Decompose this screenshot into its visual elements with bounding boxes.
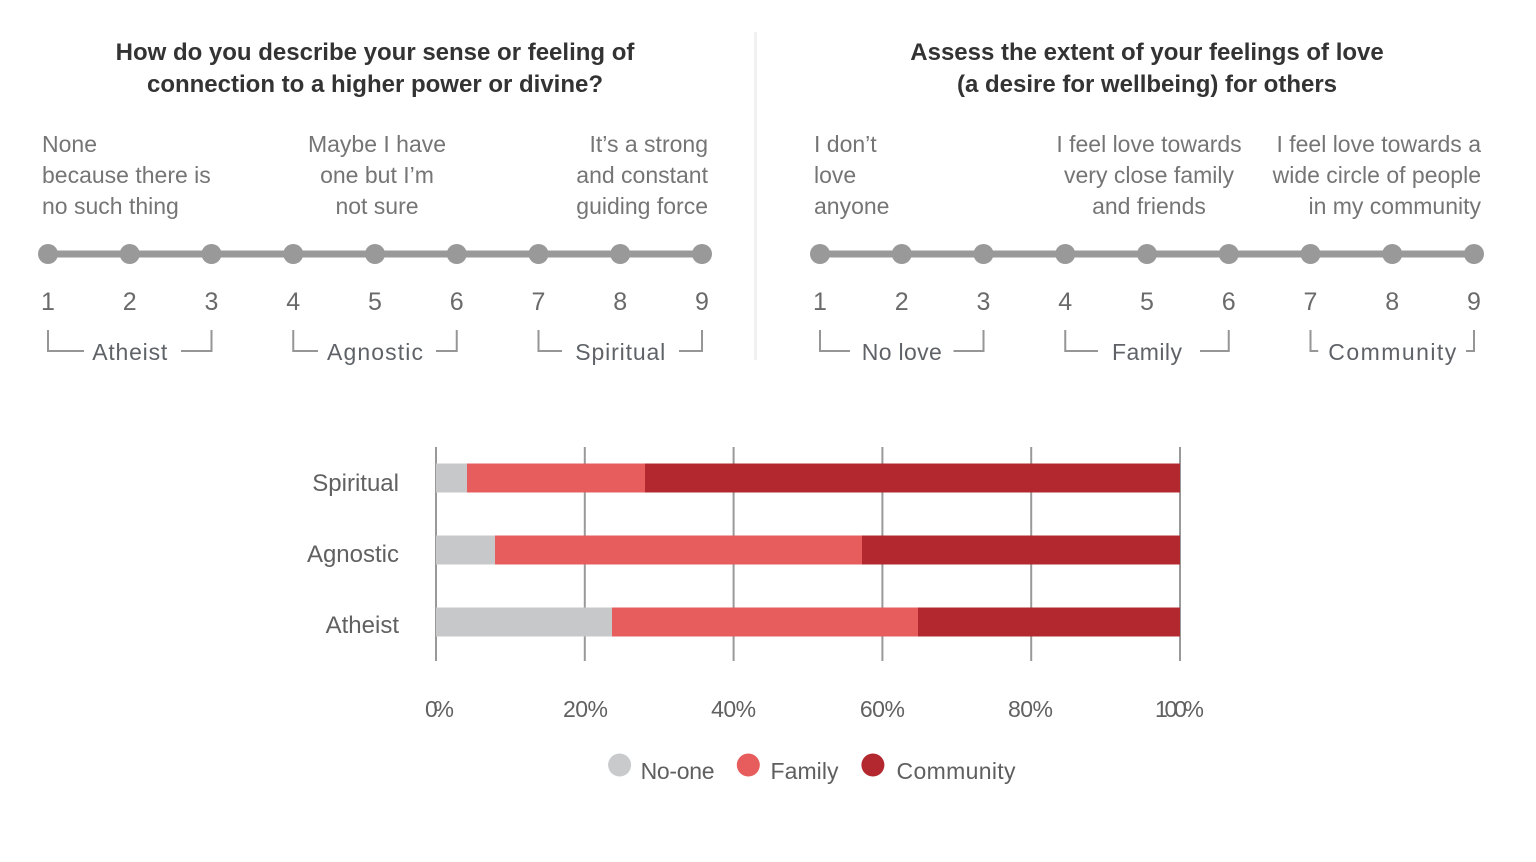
svg-text:not sure: not sure <box>335 193 418 219</box>
svg-text:I feel love towards: I feel love towards <box>1056 131 1241 157</box>
svg-text:wide circle of people: wide circle of people <box>1272 162 1481 188</box>
svg-text:2: 2 <box>895 288 909 316</box>
svg-text:one but I’m: one but I’m <box>320 162 434 188</box>
svg-text:It’s a strong: It’s a strong <box>590 131 708 157</box>
svg-text:I don’t: I don’t <box>814 131 877 157</box>
svg-text:Atheist: Atheist <box>92 339 168 365</box>
svg-text:5: 5 <box>368 288 382 316</box>
svg-text:and constant: and constant <box>576 162 708 188</box>
svg-text:Family: Family <box>771 758 840 784</box>
svg-text:no such thing: no such thing <box>42 193 179 219</box>
svg-text:2: 2 <box>123 288 137 316</box>
svg-text:3: 3 <box>977 288 991 316</box>
svg-text:Maybe I have: Maybe I have <box>308 131 446 157</box>
svg-text:guiding force: guiding force <box>576 193 708 219</box>
svg-text:5: 5 <box>1140 288 1154 316</box>
svg-text:Community: Community <box>897 758 1017 784</box>
svg-text:None: None <box>42 131 97 157</box>
svg-text:1: 1 <box>41 288 55 316</box>
svg-text:Assess the extent of your feel: Assess the extent of your feelings of lo… <box>910 39 1383 66</box>
svg-text:3: 3 <box>205 288 219 316</box>
svg-text:9: 9 <box>1467 288 1481 316</box>
svg-text:No-one: No-one <box>641 758 715 784</box>
svg-text:4: 4 <box>1058 288 1072 316</box>
svg-text:8: 8 <box>1385 288 1399 316</box>
svg-text:anyone: anyone <box>814 193 889 219</box>
svg-text:6: 6 <box>1222 288 1236 316</box>
svg-text:100%: 100% <box>1155 696 1204 722</box>
svg-text:Agnostic: Agnostic <box>327 339 423 365</box>
svg-text:8: 8 <box>613 288 627 316</box>
svg-text:Spiritual: Spiritual <box>575 339 665 365</box>
svg-text:No love: No love <box>862 339 942 365</box>
svg-text:Community: Community <box>1328 339 1457 365</box>
svg-text:because there is: because there is <box>42 162 211 188</box>
svg-text:6: 6 <box>450 288 464 316</box>
svg-text:love: love <box>814 162 856 188</box>
svg-text:20%: 20% <box>563 696 608 722</box>
svg-text:and friends: and friends <box>1092 193 1206 219</box>
svg-text:I feel love towards a: I feel love towards a <box>1276 131 1481 157</box>
svg-text:Atheist: Atheist <box>326 612 400 639</box>
svg-text:7: 7 <box>1304 288 1318 316</box>
svg-text:How do you describe your sense: How do you describe your sense or feelin… <box>116 39 636 66</box>
svg-text:Family: Family <box>1112 339 1183 365</box>
svg-text:(a desire for wellbeing) for o: (a desire for wellbeing) for others <box>957 71 1337 98</box>
svg-text:very close family: very close family <box>1064 162 1234 188</box>
svg-text:0%: 0% <box>425 696 454 722</box>
svg-text:1: 1 <box>813 288 827 316</box>
svg-text:40%: 40% <box>711 696 756 722</box>
svg-text:4: 4 <box>286 288 300 316</box>
svg-text:80%: 80% <box>1008 696 1053 722</box>
svg-text:7: 7 <box>532 288 546 316</box>
svg-text:60%: 60% <box>860 696 905 722</box>
svg-text:connection to a higher power o: connection to a higher power or divine? <box>147 71 603 98</box>
svg-text:Spiritual: Spiritual <box>312 470 399 497</box>
svg-text:Agnostic: Agnostic <box>307 541 399 568</box>
svg-text:in my community: in my community <box>1308 193 1481 219</box>
svg-text:9: 9 <box>695 288 709 316</box>
